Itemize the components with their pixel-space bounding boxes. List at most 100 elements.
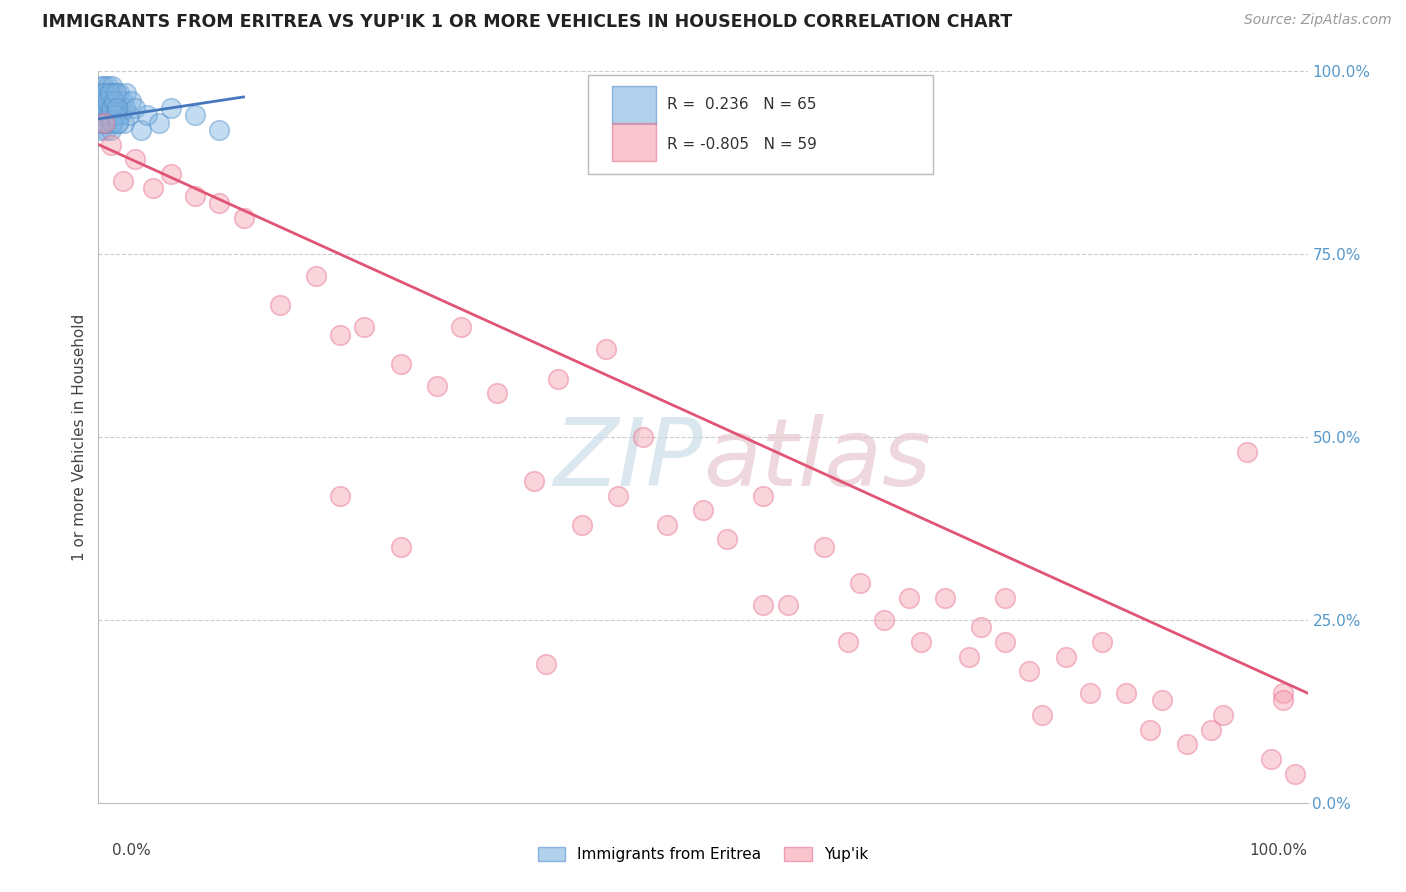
Point [655, 517, 678, 532]
Point [97, 108, 120, 122]
Point [1236, 444, 1258, 458]
Point [329, 327, 352, 342]
Point [105, 115, 128, 129]
Point [93, 94, 115, 108]
Point [103, 94, 125, 108]
Point [105, 101, 128, 115]
Point [1078, 686, 1101, 700]
Point [100, 78, 122, 93]
Point [101, 115, 124, 129]
Point [837, 635, 859, 649]
Point [957, 649, 980, 664]
Point [108, 108, 131, 122]
Point [547, 371, 569, 385]
Point [98, 87, 121, 101]
Point [94, 123, 117, 137]
Point [571, 517, 593, 532]
Point [93, 101, 115, 115]
Point [94, 94, 117, 108]
Point [160, 101, 183, 115]
Point [89, 101, 111, 115]
Point [1284, 766, 1306, 780]
Text: 0.0%: 0.0% [112, 843, 152, 858]
Point [96, 115, 118, 129]
Point [184, 188, 207, 202]
Point [1199, 723, 1222, 737]
Point [1272, 693, 1295, 707]
Point [1054, 649, 1077, 664]
Point [100, 137, 122, 152]
Point [93, 115, 115, 129]
Point [1272, 686, 1295, 700]
Point [426, 379, 449, 393]
Point [305, 269, 328, 284]
Point [129, 123, 152, 137]
Text: atlas: atlas [703, 414, 931, 505]
Point [118, 108, 141, 122]
Point [389, 357, 412, 371]
Point [1018, 664, 1040, 678]
Point [523, 474, 546, 488]
Point [100, 94, 122, 108]
Point [184, 108, 207, 122]
Point [91, 101, 114, 115]
Text: 100.0%: 100.0% [1250, 843, 1308, 858]
Point [752, 489, 775, 503]
Point [595, 343, 617, 357]
Point [91, 108, 114, 122]
Point [135, 108, 157, 122]
Point [148, 115, 170, 129]
Point [208, 123, 231, 137]
Point [111, 94, 134, 108]
Point [90, 115, 112, 129]
Point [98, 108, 121, 122]
Point [353, 320, 375, 334]
Point [970, 620, 993, 634]
Point [124, 101, 146, 115]
Point [142, 181, 165, 195]
Point [329, 489, 352, 503]
Point [96, 101, 118, 115]
Text: Source: ZipAtlas.com: Source: ZipAtlas.com [1244, 13, 1392, 28]
Point [208, 196, 231, 211]
Point [120, 94, 142, 108]
Point [101, 87, 124, 101]
Point [89, 123, 111, 137]
Point [692, 503, 714, 517]
Point [269, 298, 291, 312]
Point [96, 94, 118, 108]
Point [94, 101, 117, 115]
Point [96, 115, 118, 129]
Point [103, 94, 125, 108]
Point [1031, 708, 1053, 723]
Point [486, 386, 509, 401]
Point [91, 78, 114, 93]
Point [97, 78, 120, 93]
Point [776, 599, 799, 613]
Point [534, 657, 557, 671]
Point [100, 123, 122, 137]
Point [97, 101, 120, 115]
Point [389, 540, 412, 554]
Point [91, 87, 114, 101]
Point [104, 87, 127, 101]
Point [100, 101, 122, 115]
Point [716, 533, 738, 547]
Point [160, 167, 183, 181]
Point [114, 101, 136, 115]
Point [1212, 708, 1234, 723]
Point [112, 115, 135, 129]
Point [91, 108, 114, 122]
Point [1152, 693, 1174, 707]
Point [91, 115, 114, 129]
Point [934, 591, 956, 605]
Point [90, 94, 112, 108]
Point [897, 591, 920, 605]
Point [849, 576, 872, 591]
Point [813, 540, 835, 554]
Point [450, 320, 472, 334]
Point [104, 108, 127, 122]
Point [873, 613, 896, 627]
Point [107, 115, 129, 129]
Point [101, 108, 124, 122]
